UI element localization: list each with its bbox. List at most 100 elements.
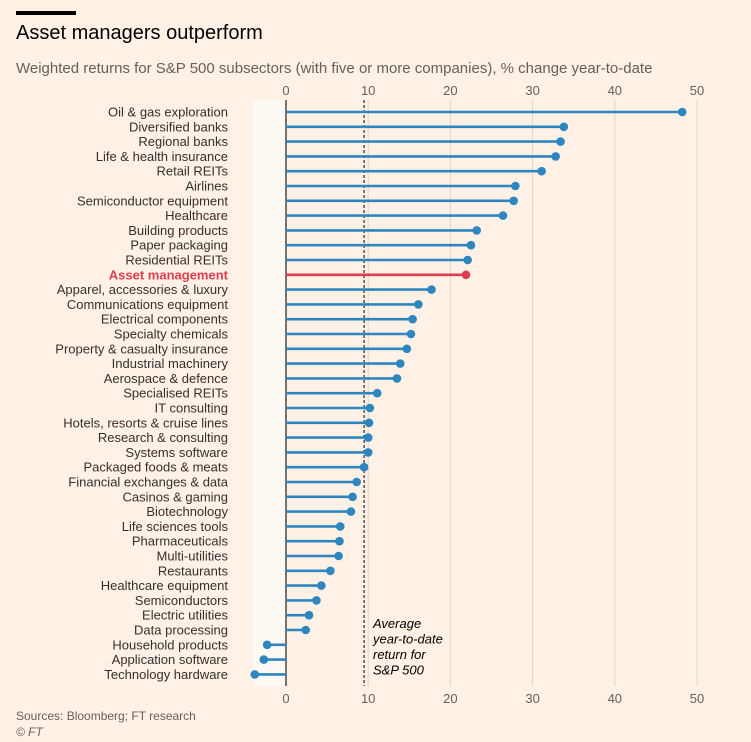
lollipop-dot (472, 226, 482, 235)
category-label: Regional banks (138, 134, 228, 149)
x-tick-label: 20 (443, 691, 457, 706)
lollipop-dot (301, 625, 311, 635)
category-label: Packaged foods & meats (83, 460, 228, 475)
x-tick-label: 40 (608, 83, 622, 98)
chart-title: Asset managers outperform (16, 22, 263, 44)
x-tick-label: 50 (690, 83, 704, 98)
category-label: Asset management (109, 267, 229, 282)
x-tick-label: 0 (282, 83, 289, 98)
lollipop-dot (509, 196, 518, 206)
lollipop-dot (304, 610, 314, 620)
category-label: Semiconductors (135, 593, 229, 608)
category-label: Electrical components (101, 312, 229, 327)
lollipop-dot (335, 522, 345, 531)
lollipop-dot (461, 270, 471, 280)
copyright-note: © FT (16, 725, 43, 739)
category-label: Healthcare (165, 208, 228, 223)
lollipop-dot (352, 477, 361, 487)
category-label: Apparel, accessories & luxury (57, 282, 229, 297)
lollipop-dot (551, 152, 560, 161)
category-label: Property & casualty insurance (55, 341, 228, 356)
lollipop-dot (511, 181, 520, 191)
lollipop-dot (262, 640, 272, 650)
lollipop-dot (677, 107, 687, 117)
lollipop-dot (406, 329, 416, 339)
lollipop-dot (408, 314, 417, 324)
category-label: Household products (112, 637, 228, 652)
x-tick-label: 40 (608, 691, 622, 706)
category-label: Biotechnology (146, 504, 228, 519)
category-label: IT consulting (155, 401, 228, 416)
category-label: Technology hardware (104, 667, 228, 682)
category-label: Financial exchanges & data (68, 475, 228, 490)
category-label: Specialised REITs (123, 386, 228, 401)
sources-note: Sources: Bloomberg; FT research (16, 709, 196, 723)
category-label: Multi-utilities (156, 549, 228, 564)
category-label: Industrial machinery (112, 356, 229, 371)
average-annotation: year-to-date (372, 632, 443, 647)
category-label: Restaurants (158, 563, 229, 578)
lollipop-dot (372, 388, 382, 398)
lollipop-dot (326, 566, 335, 576)
category-label: Communications equipment (67, 297, 229, 312)
lollipop-dot (466, 240, 476, 250)
category-label: Building products (128, 223, 228, 238)
lollipop-dot (312, 596, 321, 605)
category-label: Life sciences tools (122, 519, 229, 534)
category-label: Specialty chemicals (114, 327, 229, 342)
lollipop-dot (427, 285, 436, 294)
lollipop-dot (556, 137, 565, 146)
x-tick-label: 30 (525, 691, 539, 706)
category-label: Oil & gas exploration (108, 105, 228, 120)
lollipop-dot (559, 122, 569, 132)
x-tick-label: 50 (690, 691, 704, 706)
lollipop-dot (392, 374, 402, 383)
x-tick-label: 0 (282, 691, 289, 706)
x-tick-label: 10 (361, 691, 375, 706)
category-label: Paper packaging (130, 238, 228, 253)
category-label: Data processing (134, 623, 228, 638)
title-rule (16, 11, 76, 15)
lollipop-dot (395, 359, 405, 368)
zero-band (253, 100, 286, 686)
chart-subtitle: Weighted returns for S&P 500 subsectors … (16, 60, 653, 77)
lollipop-dot (250, 670, 260, 679)
average-annotation: S&P 500 (373, 663, 425, 678)
lollipop-dot (363, 448, 373, 457)
lollipop-dot (365, 403, 375, 413)
lollipop-dot (537, 166, 546, 176)
average-annotation: return for (373, 647, 426, 662)
lollipop-dot (259, 655, 269, 664)
x-tick-label: 30 (525, 83, 539, 98)
lollipop-dot (348, 492, 357, 502)
lollipop-dot (334, 551, 343, 561)
lollipop-dot (335, 536, 344, 546)
category-label: Casinos & gaming (123, 489, 229, 504)
lollipop-dot (359, 462, 369, 472)
category-label: Systems software (125, 445, 228, 460)
lollipop-dot (346, 507, 356, 516)
category-label: Healthcare equipment (101, 578, 229, 593)
category-label: Life & health insurance (96, 149, 228, 164)
category-label: Aerospace & defence (104, 371, 228, 386)
category-label: Hotels, resorts & cruise lines (63, 415, 228, 430)
category-label: Application software (112, 652, 228, 667)
x-tick-label: 20 (443, 83, 457, 98)
category-label: Residential REITs (125, 253, 228, 268)
category-label: Retail REITs (156, 164, 228, 179)
lollipop-dot (498, 211, 508, 220)
x-tick-label: 10 (361, 83, 375, 98)
lollipop-dot (402, 344, 412, 354)
lollipop-dot (463, 255, 472, 265)
lollipop-dot (363, 433, 373, 442)
category-label: Research & consulting (98, 430, 228, 445)
lollipop-dot (364, 418, 374, 428)
category-label: Electric utilities (142, 608, 228, 623)
lollipop-dot (317, 581, 326, 590)
category-label: Pharmaceuticals (132, 534, 229, 549)
average-annotation: Average (372, 616, 421, 631)
category-label: Diversified banks (129, 119, 228, 134)
category-label: Semiconductor equipment (77, 193, 228, 208)
category-label: Airlines (185, 179, 228, 194)
